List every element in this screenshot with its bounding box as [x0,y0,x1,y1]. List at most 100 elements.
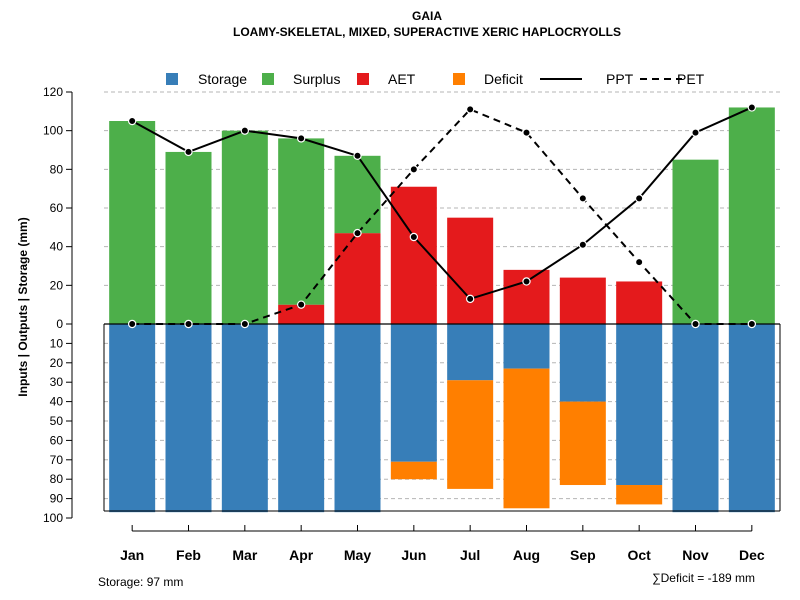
storage-bar [334,324,381,513]
surplus-bar [165,151,212,324]
pet-line [132,108,752,325]
y-tick-label: 70 [50,453,64,467]
axes: 0 20 40 60 80 100 120 10 20 30 40 50 60 70 80 90 100 Jan F… [43,85,781,563]
storage-bar [165,324,212,513]
storage-bar [728,324,775,513]
deficit-bar [503,368,550,509]
ppt-point [296,134,306,143]
deficit-bar [616,485,663,505]
y-axis-label: Inputs | Outputs | Storage (mm) [16,217,30,396]
x-tick-label: Sep [570,547,596,563]
pet-point [184,319,193,329]
x-tick-label: Jun [401,547,426,563]
gridlines [104,91,780,500]
surplus-bar [672,159,719,324]
legend-label-deficit: Deficit [484,71,523,87]
legend-label-ppt: PPT [606,71,634,87]
pet-point [240,319,250,329]
storage-bar [278,324,325,513]
y-tick-label: 80 [50,162,64,176]
aet-bar [616,281,663,324]
y-tick-label: 40 [50,240,64,254]
y-tick-label: 60 [50,201,64,215]
legend: Storage Surplus AET Deficit PPT PET [166,71,705,87]
y-tick-label: 0 [56,317,63,331]
x-tick-label: Oct [627,547,651,563]
surplus-bar [109,121,156,324]
pet-point [691,319,700,329]
pet-point [409,165,419,174]
y-tick-label: 30 [50,375,64,389]
surplus-bar [221,130,268,324]
pet-point [522,128,531,137]
y-tick-label: 20 [50,278,64,292]
ppt-point [522,277,531,286]
legend-swatch-surplus [262,73,274,85]
y-tick-label: 90 [50,492,64,506]
ppt-line [131,106,753,301]
storage-bar [390,324,437,462]
surplus-bar [334,155,381,234]
chart-title: GAIA [412,9,442,23]
storage-bar [559,324,606,402]
x-tick-label: Feb [176,547,201,563]
ppt-point [747,103,757,112]
ppt-point [634,194,644,203]
x-tick-label: Dec [739,547,765,563]
storage-bar [221,324,268,513]
y-tick-label: 40 [50,395,64,409]
deficit-bar [559,401,606,486]
y-tick-label: 120 [43,85,63,99]
ppt-point [240,126,250,135]
x-tick-label: Aug [513,547,540,563]
pet-point [127,319,137,329]
pet-point [747,319,757,329]
x-tick-label: Nov [682,547,709,563]
y-tick-label: 100 [43,124,63,138]
storage-bar [447,324,494,381]
legend-swatch-aet [357,73,369,85]
storage-bar [503,324,550,369]
legend-label-surplus: Surplus [293,71,340,87]
deficit-footnote: ∑Deficit = -189 mm [652,571,755,585]
x-tick-label: Mar [232,547,257,563]
aet-bar [447,217,494,324]
aet-bar [334,233,381,324]
y-tick-label: 10 [50,336,64,350]
ppt-point [353,151,362,160]
deficit-bar [390,461,437,480]
ppt-point [465,294,475,304]
y-tick-label: 80 [50,472,64,486]
pet-point [634,257,644,267]
y-tick-label: 100 [43,511,63,525]
x-tick-label: Jul [460,547,480,563]
legend-swatch-deficit [453,73,465,85]
ppt-point [578,240,588,249]
ppt-point [409,232,419,242]
legend-swatch-storage [166,73,178,85]
pet-point [578,194,588,203]
surplus-bar [278,138,325,305]
ppt-point [691,128,700,137]
ppt-point [127,116,137,126]
deficit-bar [447,380,494,489]
y-tick-label: 20 [50,356,64,370]
ppt-pet-lines [127,103,757,329]
legend-label-storage: Storage [198,71,247,87]
storage-footnote: Storage: 97 mm [98,575,183,589]
aet-bar [390,186,437,324]
storage-bar [672,324,719,513]
pet-point [465,105,475,114]
y-tick-label: 60 [50,433,64,447]
storage-bar [616,324,663,486]
storage-bar [109,324,156,513]
ppt-point [184,147,193,157]
chart-subtitle: LOAMY-SKELETAL, MIXED, SUPERACTIVE XERIC… [233,25,621,39]
legend-label-aet: AET [388,71,416,87]
x-tick-label: Apr [289,547,314,563]
pet-point [296,300,306,309]
bars [109,107,775,513]
legend-label-pet: PET [677,71,705,87]
aet-bar [559,277,606,324]
